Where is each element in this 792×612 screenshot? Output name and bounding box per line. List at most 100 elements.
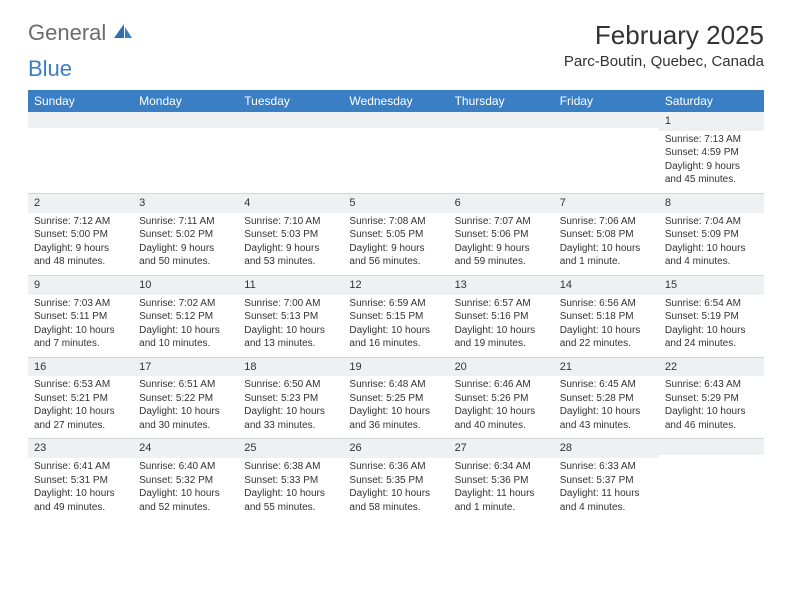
- sunrise-line: Sunrise: 7:03 AM: [34, 297, 127, 311]
- day-cell: 12Sunrise: 6:59 AMSunset: 5:15 PMDayligh…: [343, 276, 448, 357]
- day-number: [343, 112, 448, 128]
- sunrise-line: Sunrise: 7:00 AM: [244, 297, 337, 311]
- day-cell: 22Sunrise: 6:43 AMSunset: 5:29 PMDayligh…: [659, 358, 764, 439]
- day-cell: 20Sunrise: 6:46 AMSunset: 5:26 PMDayligh…: [449, 358, 554, 439]
- day-cell: 21Sunrise: 6:45 AMSunset: 5:28 PMDayligh…: [554, 358, 659, 439]
- day-number: 14: [554, 276, 659, 295]
- sunrise-line: Sunrise: 6:54 AM: [665, 297, 758, 311]
- daylight-line: Daylight: 10 hours and 24 minutes.: [665, 324, 758, 351]
- day-cell: [28, 112, 133, 193]
- day-cell: 10 Sunrise: 7:02 AMSunset: 5:12 PMDayligh…: [133, 276, 238, 357]
- daylight-line: Daylight: 10 hours and 55 minutes.: [244, 487, 337, 514]
- weekday-label: Sunday: [28, 90, 133, 112]
- sunset-line: Sunset: 5:37 PM: [560, 474, 653, 488]
- sunrise-line: Sunrise: 7:02 AM: [139, 297, 232, 311]
- daylight-line: Daylight: 10 hours and 7 minutes.: [34, 324, 127, 351]
- daylight-line: Daylight: 9 hours and 53 minutes.: [244, 242, 337, 269]
- title-block: February 2025 Parc-Boutin, Quebec, Canad…: [564, 20, 764, 70]
- sunrise-line: Sunrise: 6:36 AM: [349, 460, 442, 474]
- sunrise-line: Sunrise: 7:11 AM: [139, 215, 232, 229]
- day-number: 6: [449, 194, 554, 213]
- logo-text-blue: Blue: [28, 56, 72, 81]
- sunrise-line: Sunrise: 6:51 AM: [139, 378, 232, 392]
- day-cell: 17Sunrise: 6:51 AMSunset: 5:22 PMDayligh…: [133, 358, 238, 439]
- day-cell: 8Sunrise: 7:04 AMSunset: 5:09 PMDaylight…: [659, 194, 764, 275]
- day-number: 12: [343, 276, 448, 295]
- sunrise-line: Sunrise: 6:48 AM: [349, 378, 442, 392]
- day-number: 15: [659, 276, 764, 295]
- day-cell: [343, 112, 448, 193]
- sunset-line: Sunset: 5:09 PM: [665, 228, 758, 242]
- sunrise-line: Sunrise: 6:46 AM: [455, 378, 548, 392]
- sunrise-line: Sunrise: 6:56 AM: [560, 297, 653, 311]
- day-cell: 9Sunrise: 7:03 AMSunset: 5:11 PMDaylight…: [28, 276, 133, 357]
- day-cell: 26Sunrise: 6:36 AMSunset: 5:35 PMDayligh…: [343, 439, 448, 520]
- sunset-line: Sunset: 5:19 PM: [665, 310, 758, 324]
- day-cell: 2Sunrise: 7:12 AMSunset: 5:00 PMDaylight…: [28, 194, 133, 275]
- daylight-line: Daylight: 10 hours and 22 minutes.: [560, 324, 653, 351]
- sunrise-line: Sunrise: 7:06 AM: [560, 215, 653, 229]
- sunset-line: Sunset: 5:25 PM: [349, 392, 442, 406]
- day-cell: 14Sunrise: 6:56 AMSunset: 5:18 PMDayligh…: [554, 276, 659, 357]
- week-row: 2Sunrise: 7:12 AMSunset: 5:00 PMDaylight…: [28, 194, 764, 276]
- day-cell: 25Sunrise: 6:38 AMSunset: 5:33 PMDayligh…: [238, 439, 343, 520]
- day-cell: 6Sunrise: 7:07 AMSunset: 5:06 PMDaylight…: [449, 194, 554, 275]
- week-row: 23Sunrise: 6:41 AMSunset: 5:31 PMDayligh…: [28, 439, 764, 520]
- day-number: 1: [659, 112, 764, 131]
- daylight-line: Daylight: 10 hours and 27 minutes.: [34, 405, 127, 432]
- sunset-line: Sunset: 5:00 PM: [34, 228, 127, 242]
- sunset-line: Sunset: 5:02 PM: [139, 228, 232, 242]
- day-number: 22: [659, 358, 764, 377]
- day-cell: 13Sunrise: 6:57 AMSunset: 5:16 PMDayligh…: [449, 276, 554, 357]
- day-cell: [659, 439, 764, 520]
- day-number: [449, 112, 554, 128]
- sunrise-line: Sunrise: 6:33 AM: [560, 460, 653, 474]
- daylight-line: Daylight: 10 hours and 10 minutes.: [139, 324, 232, 351]
- logo: General: [28, 20, 136, 46]
- sunset-line: Sunset: 4:59 PM: [665, 146, 758, 160]
- sunrise-line: Sunrise: 7:13 AM: [665, 133, 758, 147]
- sunrise-line: Sunrise: 6:38 AM: [244, 460, 337, 474]
- daylight-line: Daylight: 10 hours and 1 minute.: [560, 242, 653, 269]
- sunset-line: Sunset: 5:06 PM: [455, 228, 548, 242]
- sunset-line: Sunset: 5:35 PM: [349, 474, 442, 488]
- weekday-label: Wednesday: [343, 90, 448, 112]
- day-number: 23: [28, 439, 133, 458]
- sunset-line: Sunset: 5:21 PM: [34, 392, 127, 406]
- sunrise-line: Sunrise: 6:40 AM: [139, 460, 232, 474]
- day-number: 10: [133, 276, 238, 295]
- sunset-line: Sunset: 5:26 PM: [455, 392, 548, 406]
- day-number: 27: [449, 439, 554, 458]
- daylight-line: Daylight: 10 hours and 40 minutes.: [455, 405, 548, 432]
- day-cell: 7Sunrise: 7:06 AMSunset: 5:08 PMDaylight…: [554, 194, 659, 275]
- weekday-label: Tuesday: [238, 90, 343, 112]
- weekday-label: Saturday: [659, 90, 764, 112]
- day-number: 19: [343, 358, 448, 377]
- daylight-line: Daylight: 10 hours and 13 minutes.: [244, 324, 337, 351]
- daylight-line: Daylight: 10 hours and 46 minutes.: [665, 405, 758, 432]
- day-cell: 4Sunrise: 7:10 AMSunset: 5:03 PMDaylight…: [238, 194, 343, 275]
- sunset-line: Sunset: 5:36 PM: [455, 474, 548, 488]
- sunrise-line: Sunrise: 7:12 AM: [34, 215, 127, 229]
- day-number: [28, 112, 133, 128]
- sunset-line: Sunset: 5:05 PM: [349, 228, 442, 242]
- day-number: 18: [238, 358, 343, 377]
- day-number: 4: [238, 194, 343, 213]
- day-number: 26: [343, 439, 448, 458]
- sunset-line: Sunset: 5:28 PM: [560, 392, 653, 406]
- daylight-line: Daylight: 10 hours and 49 minutes.: [34, 487, 127, 514]
- daylight-line: Daylight: 10 hours and 33 minutes.: [244, 405, 337, 432]
- sunset-line: Sunset: 5:12 PM: [139, 310, 232, 324]
- day-number: [659, 439, 764, 455]
- day-number: 28: [554, 439, 659, 458]
- weekday-label: Friday: [554, 90, 659, 112]
- day-number: 5: [343, 194, 448, 213]
- day-cell: 24Sunrise: 6:40 AMSunset: 5:32 PMDayligh…: [133, 439, 238, 520]
- sunset-line: Sunset: 5:33 PM: [244, 474, 337, 488]
- day-number: [238, 112, 343, 128]
- sunrise-line: Sunrise: 6:34 AM: [455, 460, 548, 474]
- week-row: 16Sunrise: 6:53 AMSunset: 5:21 PMDayligh…: [28, 358, 764, 440]
- sunset-line: Sunset: 5:31 PM: [34, 474, 127, 488]
- weekday-header: SundayMondayTuesdayWednesdayThursdayFrid…: [28, 90, 764, 112]
- daylight-line: Daylight: 9 hours and 59 minutes.: [455, 242, 548, 269]
